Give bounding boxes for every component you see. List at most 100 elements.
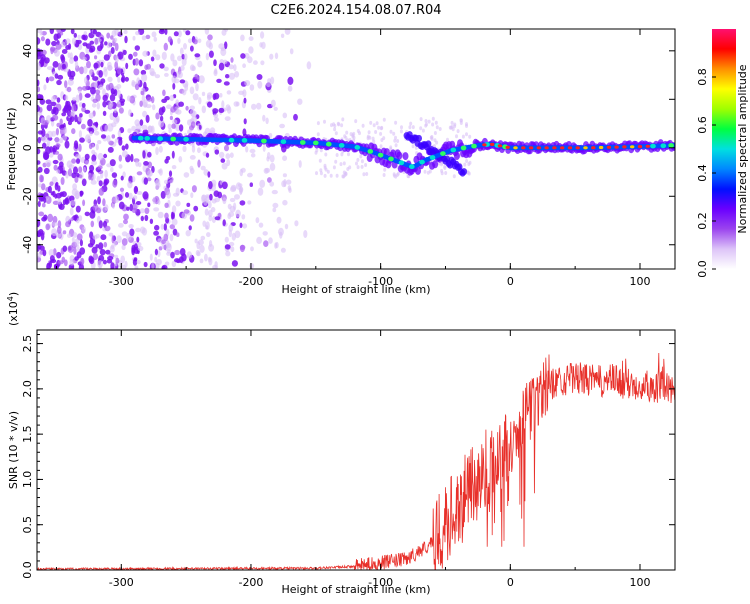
- speckle: [112, 179, 118, 188]
- speckle: [75, 205, 81, 213]
- speckle: [135, 160, 140, 167]
- ridge-highlight: [326, 141, 332, 147]
- speckle: [263, 167, 269, 174]
- speckle: [228, 211, 235, 217]
- speckle: [92, 29, 98, 35]
- speckle: [114, 61, 119, 70]
- speckle: [151, 96, 155, 104]
- speckle: [186, 202, 191, 207]
- ridge-highlight: [261, 138, 267, 144]
- speckle: [275, 241, 279, 249]
- speckle: [38, 183, 42, 188]
- speckle: [110, 122, 117, 128]
- speckle: [120, 175, 124, 181]
- speckle: [78, 130, 82, 138]
- speckle: [164, 29, 168, 35]
- speckle: [65, 38, 71, 45]
- speckle: [147, 151, 152, 158]
- speckle: [218, 62, 225, 71]
- speckle: [120, 76, 125, 83]
- speckle: [108, 103, 113, 109]
- speckle: [208, 181, 213, 190]
- speckle: [38, 211, 45, 217]
- speckle: [113, 89, 118, 97]
- speckle: [139, 119, 144, 126]
- speckle: [133, 257, 138, 262]
- speckle: [91, 103, 97, 108]
- speckle: [205, 52, 210, 61]
- speckle: [115, 257, 120, 264]
- colorbar-tick-label: 0.4: [696, 164, 709, 182]
- speckle: [45, 159, 52, 168]
- speckle: [162, 89, 166, 97]
- speckle: [60, 177, 65, 185]
- speckle: [175, 123, 180, 132]
- speckle: [53, 107, 59, 116]
- speckle: [131, 244, 136, 253]
- speckle: [56, 251, 62, 259]
- speckle: [280, 33, 285, 38]
- speckle: [282, 112, 288, 119]
- speckle: [110, 47, 115, 54]
- speckle: [104, 41, 108, 46]
- speckle: [114, 138, 120, 143]
- speckle: [154, 179, 160, 186]
- speckle: [359, 154, 363, 159]
- speckle: [63, 106, 68, 113]
- speckle: [110, 166, 114, 173]
- ridge-peak: [552, 146, 557, 150]
- ridge-highlight: [228, 137, 235, 143]
- speckle: [257, 187, 264, 196]
- speckle: [261, 41, 266, 50]
- speckle: [185, 30, 191, 36]
- speckle: [450, 120, 454, 125]
- speckle: [43, 197, 47, 204]
- speckle: [191, 185, 197, 193]
- speckle: [158, 119, 165, 128]
- speckle: [74, 238, 80, 247]
- speckle: [65, 171, 69, 179]
- speckle: [146, 96, 153, 102]
- speckle: [270, 76, 275, 85]
- speckle: [52, 145, 58, 153]
- speckle: [97, 196, 101, 205]
- speckle: [208, 244, 215, 252]
- speckle: [56, 97, 61, 103]
- speckle: [369, 120, 373, 125]
- speckle: [175, 99, 180, 106]
- ridge-peak: [614, 145, 619, 149]
- speckle: [446, 137, 449, 142]
- speckle: [266, 82, 271, 88]
- ridge-peak: [645, 144, 650, 148]
- speckle: [319, 171, 323, 176]
- speckle: [94, 55, 98, 60]
- speckle: [200, 235, 206, 241]
- ridge-highlight: [170, 136, 176, 142]
- speckle: [54, 136, 60, 144]
- speckle: [167, 123, 172, 130]
- speckle: [82, 166, 87, 173]
- speckle: [270, 99, 276, 108]
- speckle: [132, 195, 138, 200]
- speckle: [91, 246, 98, 254]
- speckle: [185, 230, 191, 237]
- speckle: [209, 127, 216, 134]
- speckle: [142, 191, 149, 200]
- speckle: [461, 134, 465, 139]
- speckle: [205, 152, 210, 158]
- speckle: [66, 160, 73, 168]
- ridge-highlight: [300, 140, 306, 145]
- speckle: [41, 128, 46, 137]
- speckle: [221, 29, 227, 36]
- speckle: [134, 58, 139, 66]
- speckle: [175, 200, 181, 207]
- speckle: [98, 70, 103, 78]
- speckle: [211, 198, 217, 204]
- speckle: [98, 242, 104, 250]
- speckle: [428, 169, 432, 174]
- speckle: [284, 223, 289, 230]
- ridge-peak: [536, 146, 541, 150]
- speckle: [81, 102, 86, 108]
- speckle: [135, 123, 142, 130]
- speckle: [380, 138, 384, 142]
